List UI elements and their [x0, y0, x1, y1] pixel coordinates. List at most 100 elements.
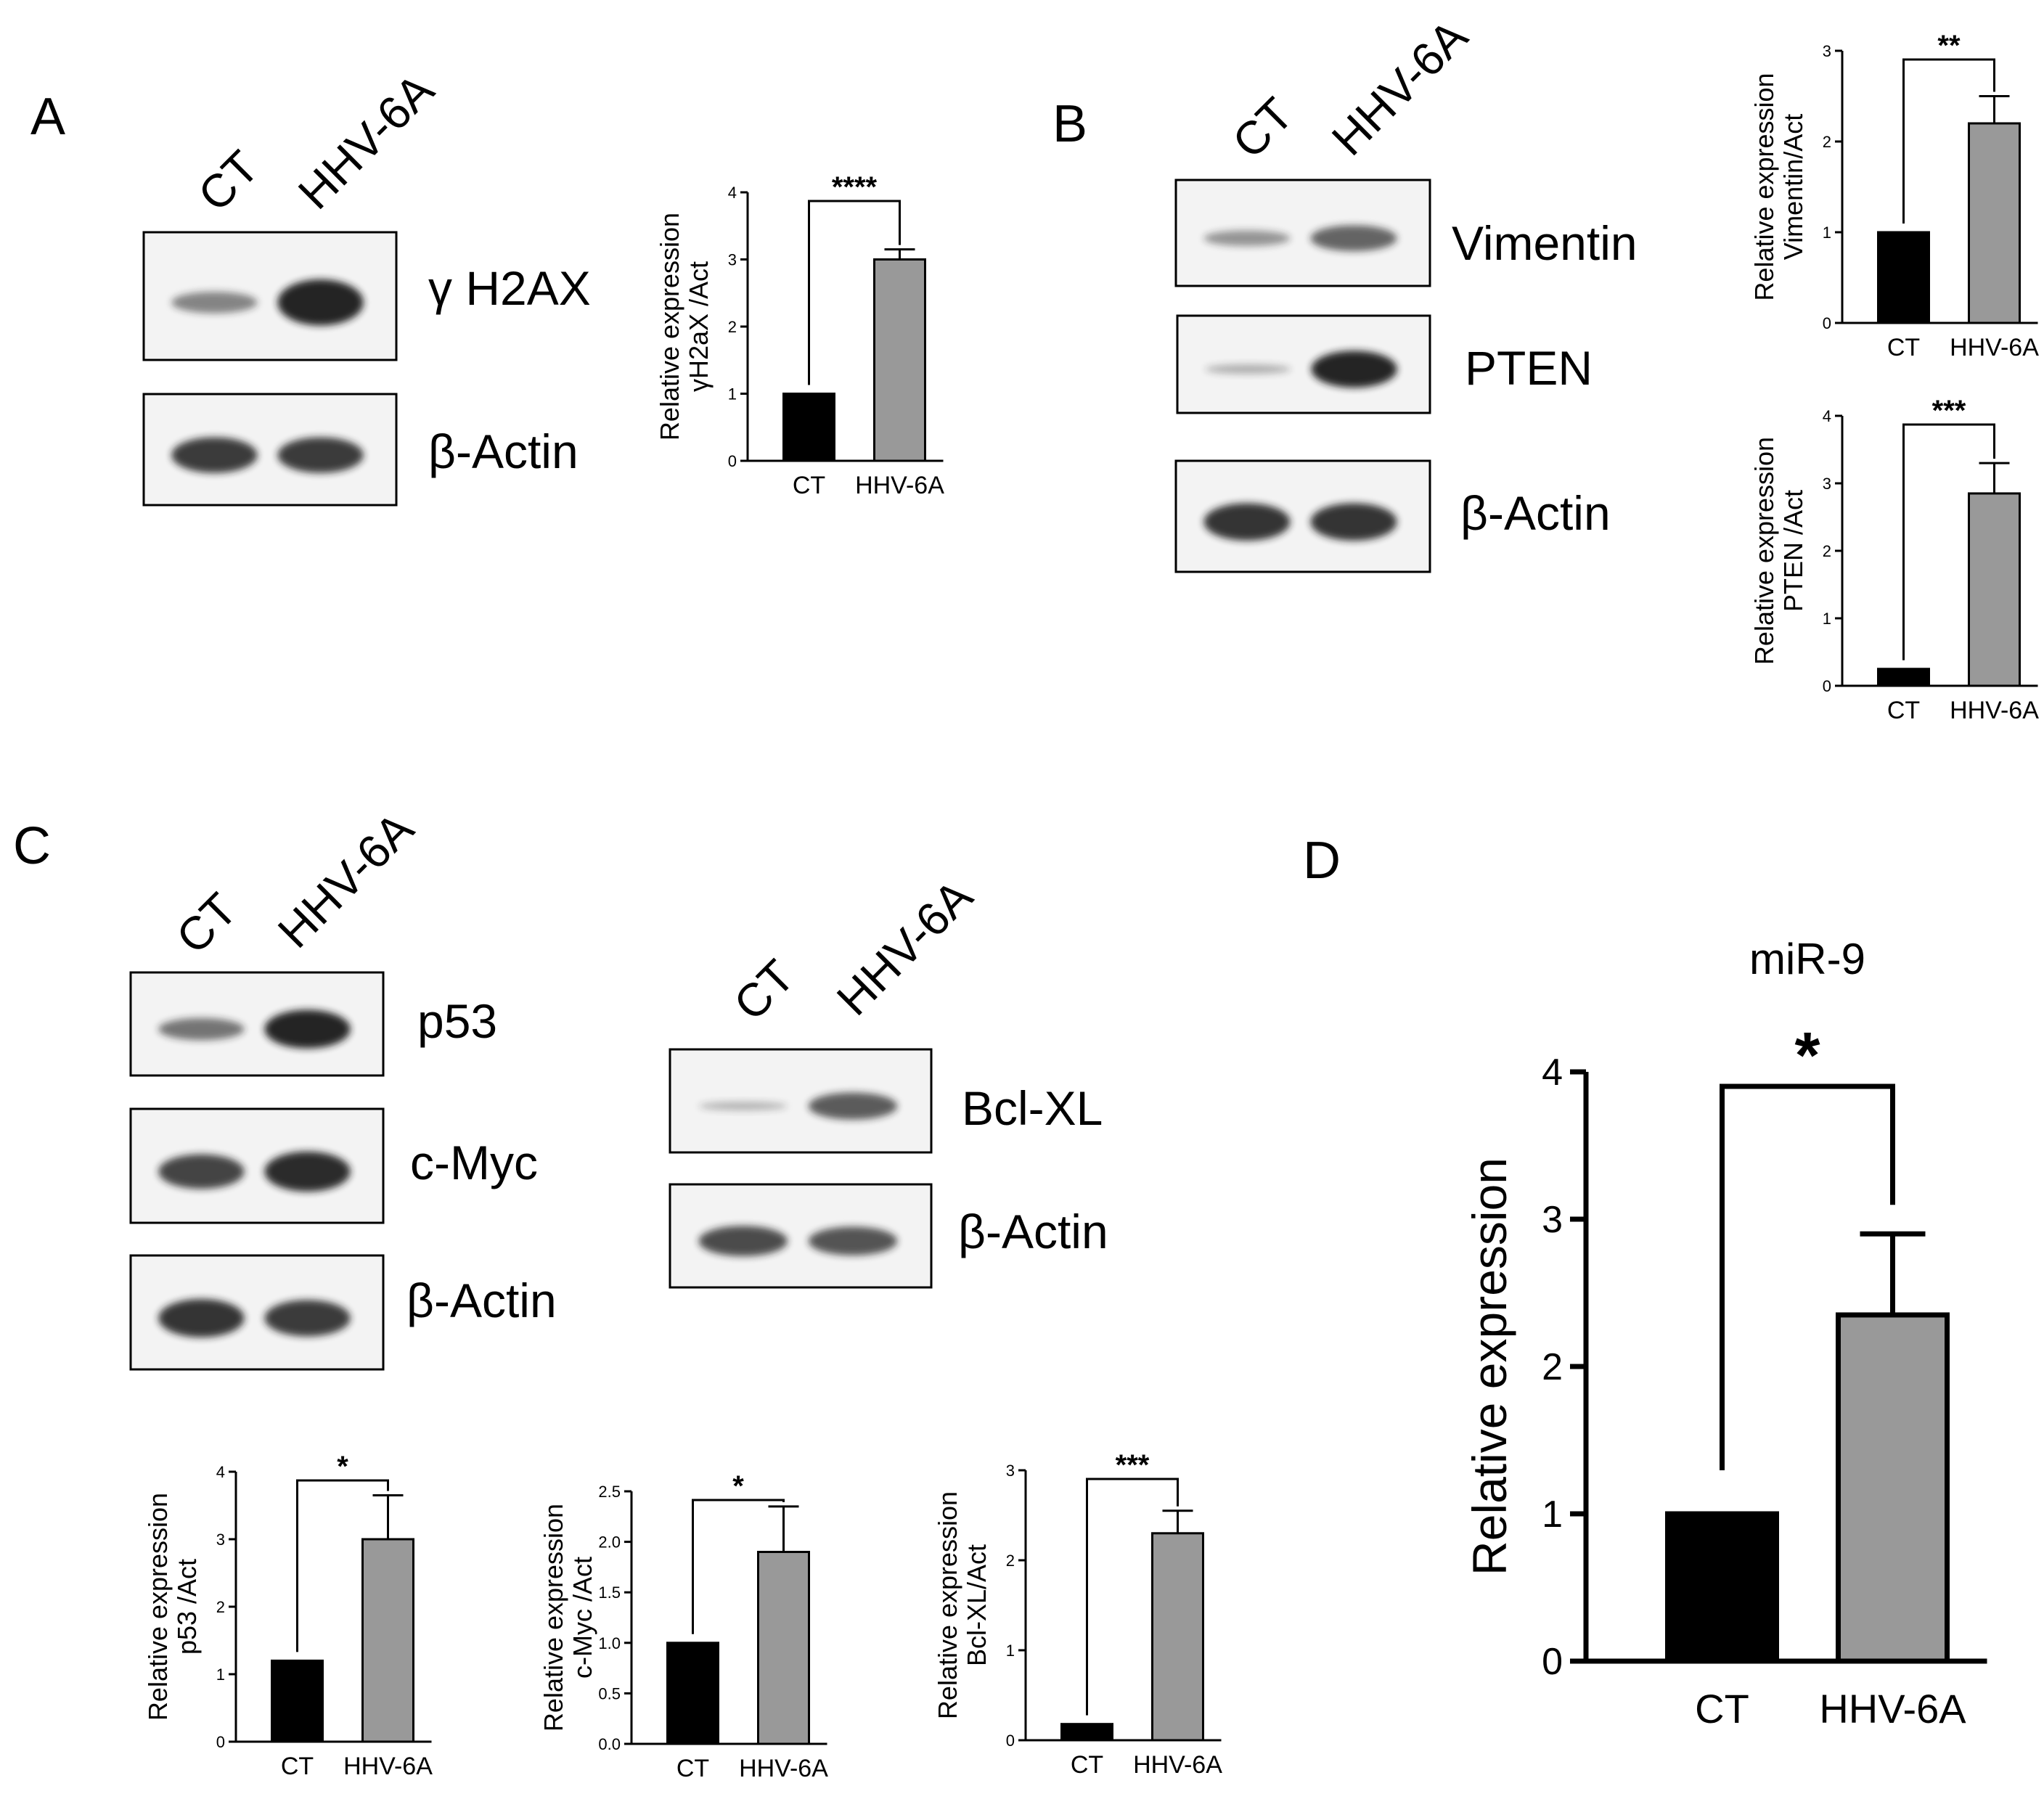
y-tick-label: 2: [1542, 1346, 1563, 1388]
band-hhv6a: [808, 1226, 898, 1255]
x-tick-label: HHV-6A: [1133, 1751, 1222, 1779]
blot-label-p53: p53: [417, 994, 497, 1048]
lane-label-hhv6a: HHV-6A: [1322, 9, 1478, 165]
significance-bracket: [296, 1479, 389, 1652]
y-tick-label: 2: [1006, 1552, 1015, 1570]
lane-label-hhv6a: HHV-6A: [288, 63, 444, 219]
blot-label-beta-actin: β-Actin: [406, 1274, 557, 1327]
y-axis-label: Relative expression: [143, 1493, 173, 1721]
y-tick-label: 4: [728, 184, 737, 202]
band-ct: [158, 1154, 245, 1189]
y-axis-label: Relative expression: [655, 213, 684, 441]
significance-bracket: [692, 1499, 785, 1634]
x-tick-label: HHV-6A: [855, 472, 944, 499]
y-tick-label: 3: [1006, 1462, 1015, 1480]
y-tick-label: 4: [1542, 1052, 1563, 1094]
y-tick-label: 2: [1823, 133, 1831, 151]
blot-label-pten: PTEN: [1465, 341, 1593, 395]
band-ct: [171, 291, 258, 314]
y-tick-label: 2: [216, 1598, 225, 1616]
y-axis-label: PTEN /Act: [1778, 490, 1808, 612]
bar-hhv6a: [757, 1551, 810, 1745]
band-ct: [698, 1226, 788, 1257]
x-tick-label: HHV-6A: [1950, 334, 2039, 361]
chart-c-bclxl: 0 1 2 3 CT HHV-6A *** Relative expression Bcl-XL…: [933, 1449, 1222, 1779]
bar-hhv6a: [873, 258, 926, 462]
significance-stars: *: [1794, 1020, 1820, 1092]
blot-label-bclxl: Bcl-XL: [962, 1081, 1103, 1135]
blot-beta-actin: [1174, 459, 1431, 573]
blot-cmyc: [129, 1107, 385, 1224]
significance-stars: *: [732, 1470, 744, 1502]
y-tick-label: 0: [216, 1733, 225, 1751]
blot-label-cmyc: c-Myc: [410, 1136, 538, 1189]
lane-label-ct: CT: [166, 883, 247, 964]
x-tick-label: HHV-6A: [1819, 1686, 1966, 1732]
band-ct: [158, 1298, 245, 1337]
x-tick-label: CT: [793, 472, 825, 499]
lane-label-ct: CT: [1222, 88, 1303, 168]
band-hhv6a: [264, 1300, 351, 1337]
blot-beta-actin: [129, 1254, 385, 1371]
y-axis-label: Relative expression: [933, 1491, 962, 1719]
bar-ct: [1877, 668, 1930, 687]
y-axis-label: Bcl-XL/Act: [962, 1544, 992, 1666]
y-tick-label: 0: [1006, 1732, 1015, 1750]
lane-label-ct: CT: [188, 141, 269, 221]
y-axis-label: Vimentin/Act: [1778, 114, 1808, 260]
blot-vimentin: [1174, 179, 1431, 287]
band-ct: [1203, 503, 1291, 541]
x-tick-label: CT: [1071, 1751, 1103, 1779]
y-tick-label: 4: [216, 1463, 225, 1481]
significance-stars: ***: [1116, 1449, 1150, 1481]
bar-ct: [1060, 1723, 1113, 1742]
y-axis-label: p53 /Act: [172, 1559, 202, 1655]
y-tick-label: 1: [1823, 610, 1831, 628]
x-tick-label: CT: [1695, 1686, 1749, 1732]
chart-c-p53: 0 1 2 3 4 CT HHV-6A * Relative expression p53 /Ac…: [143, 1451, 433, 1780]
chart-b-vimentin: 0 1 2 3 CT HHV-6A ** Relative expression Vimenti…: [1749, 30, 2039, 361]
blot-label-vimentin: Vimentin: [1452, 216, 1638, 270]
y-tick-label: 0: [1542, 1641, 1563, 1683]
x-tick-label: CT: [1887, 697, 1920, 724]
bar-hhv6a: [1968, 492, 2021, 687]
significance-stars: **: [1937, 30, 1961, 62]
y-tick-label: 1: [1006, 1642, 1015, 1660]
bar-hhv6a: [1836, 1312, 1950, 1664]
y-tick-label: 3: [1823, 42, 1831, 60]
bar-ct: [1665, 1511, 1779, 1664]
band-hhv6a: [277, 279, 364, 326]
y-tick-label: 3: [216, 1531, 225, 1549]
bar-ct: [271, 1659, 324, 1743]
chart-title: miR-9: [1749, 935, 1865, 983]
y-tick-label: 2: [728, 318, 737, 336]
y-axis-label: c-Myc /Act: [568, 1557, 597, 1679]
band-hhv6a: [264, 1009, 351, 1049]
y-tick-label: 1: [216, 1665, 225, 1684]
y-axis-label: Relative expression: [1749, 437, 1779, 665]
x-tick-label: CT: [281, 1753, 314, 1780]
bar-hhv6a: [1151, 1532, 1204, 1742]
significance-bracket: [1902, 58, 1995, 224]
y-axis-label: Relative expression: [1749, 73, 1779, 300]
blot-p53: [129, 971, 385, 1077]
y-tick-label: 4: [1823, 407, 1831, 425]
chart-a-gh2ax: 0 1 2 3 4 CT HHV-6A **** Relative expression γH2a…: [655, 171, 944, 499]
y-tick-label: 2.5: [598, 1483, 621, 1501]
y-axis-label: Relative expression: [1463, 1157, 1516, 1576]
band-ct: [158, 1017, 245, 1041]
y-tick-label: 0.0: [598, 1735, 621, 1753]
bar-ct: [1877, 231, 1930, 324]
y-tick-label: 3: [1823, 475, 1831, 493]
bar-ct: [782, 393, 835, 462]
blot-beta-actin: [142, 393, 398, 507]
y-tick-label: 0: [1823, 677, 1831, 695]
blot-label-beta-actin: β-Actin: [428, 425, 579, 478]
y-tick-label: 2: [1823, 542, 1831, 560]
chart-b-pten: 0 1 2 3 4 CT HHV-6A *** Relative expression PTEN …: [1749, 395, 2039, 724]
band-hhv6a: [808, 1092, 898, 1120]
y-axis-label: Relative expression: [539, 1504, 568, 1732]
blot-label-beta-actin: β-Actin: [1460, 486, 1611, 540]
x-tick-label: CT: [676, 1755, 709, 1782]
